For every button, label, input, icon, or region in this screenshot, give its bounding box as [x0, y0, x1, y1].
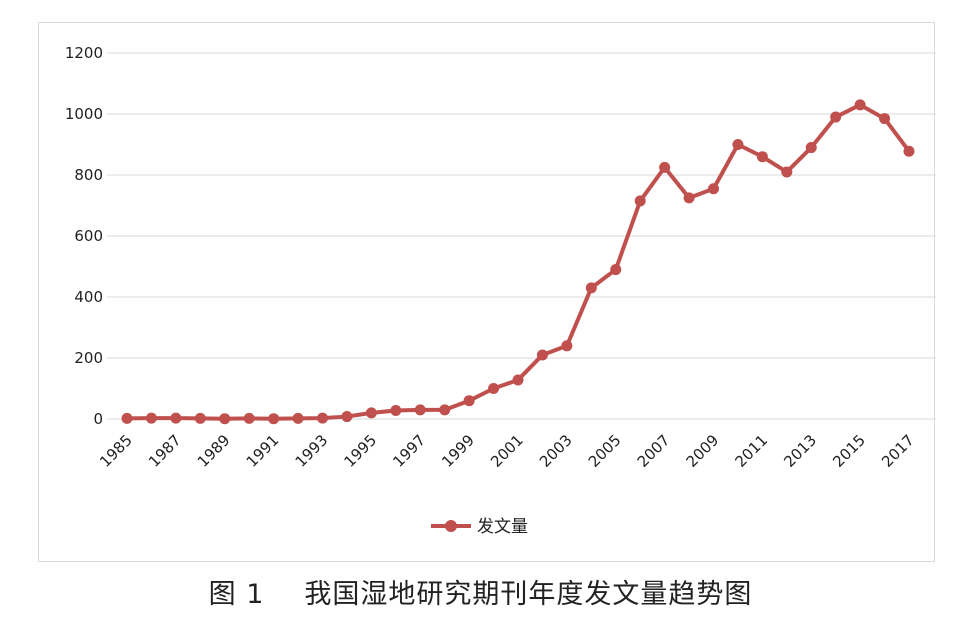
series-line	[125, 102, 911, 421]
x-tick-label: 2017	[878, 431, 918, 471]
x-tick-label: 2013	[780, 431, 820, 471]
data-point	[145, 412, 157, 424]
x-tick-label: 1999	[438, 431, 478, 471]
data-point	[781, 166, 793, 178]
data-point	[439, 404, 451, 416]
data-point	[659, 161, 671, 173]
data-point	[854, 99, 866, 111]
data-point	[194, 412, 206, 424]
data-point	[805, 142, 817, 154]
data-point	[463, 395, 475, 407]
y-tick-label: 600	[74, 227, 103, 245]
data-point	[292, 412, 304, 424]
data-point	[732, 139, 744, 150]
x-tick-label: 1989	[194, 431, 234, 471]
data-point	[512, 374, 524, 386]
data-point	[830, 111, 842, 123]
data-point	[879, 113, 891, 125]
data-point	[683, 192, 695, 204]
data-point	[268, 413, 280, 425]
data-point	[536, 349, 548, 361]
y-tick-label: 200	[74, 349, 103, 367]
caption-title: 我国湿地研究期刊年度发文量趋势图	[304, 579, 753, 610]
x-tick-label: 1991	[243, 431, 283, 471]
data-point	[610, 264, 622, 276]
y-tick-label: 1200	[65, 44, 103, 62]
x-tick-label: 2011	[731, 431, 771, 471]
y-tick-label: 400	[74, 288, 103, 306]
data-point	[708, 183, 719, 195]
data-point	[121, 412, 133, 424]
data-point	[634, 195, 646, 207]
y-tick-label: 800	[74, 166, 103, 184]
x-tick-label: 1995	[340, 431, 380, 471]
x-tick-label: 2015	[829, 431, 869, 471]
x-tick-label: 1993	[292, 431, 332, 471]
x-tick-label: 2005	[585, 431, 625, 471]
x-tick-label: 2001	[487, 431, 527, 471]
data-point	[561, 340, 573, 352]
y-tick-label: 0	[93, 410, 103, 428]
data-point	[585, 282, 597, 294]
caption-figure-number: 图 1	[208, 579, 265, 610]
chart-area: 0 200 400 600 800 1000 1200 1985 1987 1989 1991 199…	[38, 22, 936, 562]
data-point	[756, 151, 768, 163]
data-point	[414, 404, 426, 416]
x-tick-label: 2003	[536, 431, 576, 471]
data-point	[317, 412, 328, 424]
x-tick-label: 1997	[389, 431, 429, 471]
data-point	[170, 412, 182, 424]
legend-label: 发文量	[477, 517, 528, 537]
data-point	[365, 407, 377, 419]
x-tick-label: 1985	[96, 431, 136, 471]
data-point	[390, 404, 402, 416]
data-point	[488, 383, 500, 394]
figure-caption: 图 1 我国湿地研究期刊年度发文量趋势图	[0, 572, 961, 611]
x-tick-label: 2009	[683, 431, 723, 471]
x-tick-label: 2007	[634, 431, 674, 471]
data-point	[341, 411, 353, 423]
data-point	[243, 412, 255, 424]
x-tick-label: 1987	[145, 431, 185, 471]
data-point	[219, 413, 231, 425]
data-point	[903, 145, 915, 157]
y-tick-label: 1000	[65, 105, 103, 123]
legend-marker	[445, 520, 457, 532]
